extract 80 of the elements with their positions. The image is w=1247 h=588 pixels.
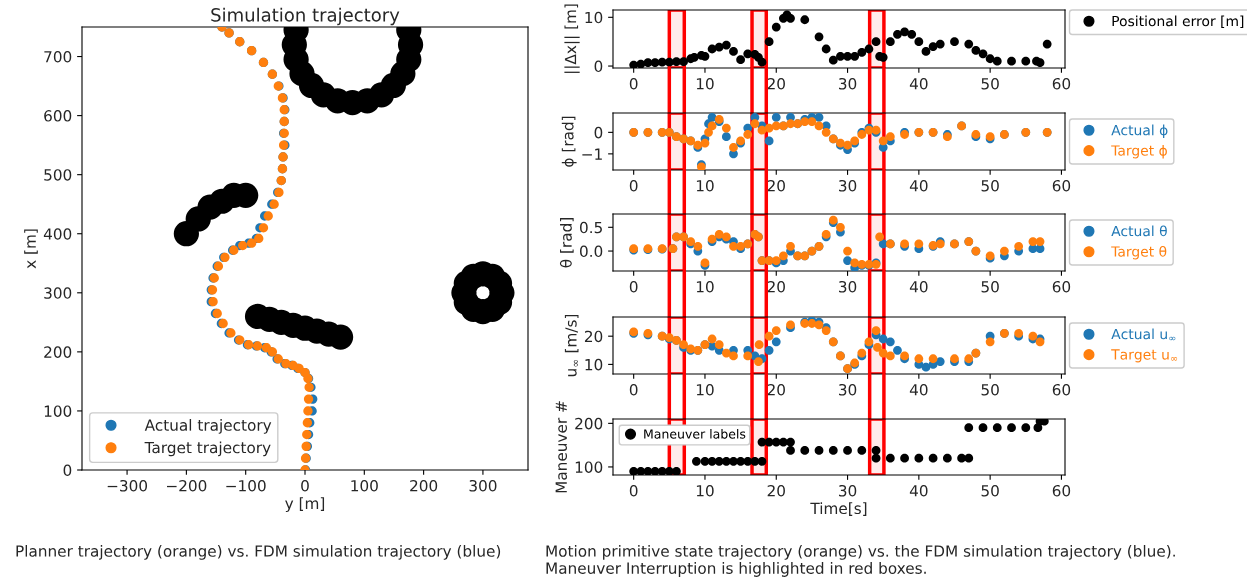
x-tick-label: −100 <box>226 479 266 492</box>
y-axis-title: u$_{∞}$ [m/s] <box>564 314 579 377</box>
text: Planner trajectory (orange) vs. FDM simulation trajectory (blue) <box>16 545 501 560</box>
y-tick-label: 0 <box>594 60 603 73</box>
y-axis-title: ||Δx|| [m] <box>564 4 580 73</box>
x-tick-label: 60 <box>1052 383 1071 396</box>
x-tick-label: 40 <box>909 280 928 293</box>
y-tick-label: 100 <box>575 461 603 473</box>
x-tick-label: 0 <box>629 484 638 497</box>
x-axis-title: Time[s] <box>810 502 867 516</box>
legend-label: Actual trajectory <box>144 419 272 434</box>
x-tick-label: 20 <box>767 179 785 192</box>
x-tick-label: 0 <box>629 179 638 192</box>
x-tick-label: 10 <box>696 383 714 396</box>
text: Actual θ <box>1111 225 1167 237</box>
y-tick-label: 100 <box>44 405 72 417</box>
x-tick-label: 30 <box>839 280 857 293</box>
text: Target θ <box>1111 245 1167 260</box>
y-axis-title: Maneuver # <box>555 401 567 493</box>
y-tick-label: 0.0 <box>579 245 603 258</box>
x-tick-label: 30 <box>839 383 857 396</box>
x-tick-label: 60 <box>1052 280 1071 293</box>
y-axis-title: ϕ [rad] <box>561 116 577 167</box>
x-tick-label: 50 <box>981 383 999 396</box>
x-tick-label: 20 <box>767 77 785 90</box>
x-tick-label: 30 <box>839 77 857 90</box>
legend-label: Maneuver labels <box>644 429 746 439</box>
y-tick-label: 20 <box>584 330 603 343</box>
y-tick-label: 10 <box>585 11 603 24</box>
y-tick-label: 200 <box>575 417 603 430</box>
x-tick-label: 60 <box>1052 77 1071 90</box>
y-tick-label: 200 <box>44 346 72 358</box>
y-tick-label: 0 <box>63 464 72 477</box>
x-tick-label: 0 <box>629 383 638 396</box>
x-tick-label: 50 <box>981 484 999 497</box>
y-tick-label: −1 <box>582 148 602 160</box>
x-tick-label: 30 <box>839 179 857 192</box>
x-tick-label: 100 <box>351 479 378 492</box>
legend-label: Actual ϕ <box>1111 124 1168 139</box>
x-tick-label: 0 <box>629 77 638 90</box>
x-tick-label: −300 <box>107 479 148 492</box>
x-tick-label: 40 <box>909 484 928 497</box>
x-tick-label: 10 <box>696 484 714 497</box>
legend-label: Target u$_{∞}$ <box>1111 349 1178 363</box>
y-tick-label: 400 <box>43 228 72 240</box>
x-tick-label: 40 <box>909 179 928 192</box>
chart-title: Simulation trajectory <box>211 7 400 26</box>
x-tick-label: 200 <box>410 479 438 492</box>
x-tick-label: −200 <box>167 479 207 492</box>
y-axis-title: θ [rad] <box>559 218 574 268</box>
y-axis-title: x [m] <box>24 229 38 269</box>
y-tick-label: 0.5 <box>579 221 602 234</box>
x-tick-label: 0 <box>301 479 309 492</box>
x-tick-label: 20 <box>767 280 785 293</box>
x-tick-label: 10 <box>696 77 714 90</box>
legend-label: Target trajectory <box>144 441 271 457</box>
y-tick-label: 600 <box>44 110 72 122</box>
x-tick-label: 40 <box>909 383 928 396</box>
x-tick-label: 50 <box>981 179 999 192</box>
legend-label: Actual u$_{∞}$ <box>1111 328 1176 341</box>
x-tick-label: 50 <box>981 280 999 293</box>
x-tick-label: 10 <box>696 179 714 192</box>
y-tick-label: 10 <box>585 358 603 371</box>
x-tick-label: 300 <box>469 479 497 492</box>
y-tick-label: 700 <box>44 51 72 63</box>
x-tick-label: 20 <box>767 484 785 497</box>
x-tick-label: 60 <box>1052 179 1071 192</box>
y-tick-label: 0 <box>594 126 603 139</box>
x-tick-label: 20 <box>767 383 785 396</box>
x-tick-label: 40 <box>909 77 928 90</box>
x-tick-label: 60 <box>1052 484 1071 497</box>
x-tick-label: 10 <box>696 280 714 293</box>
legend-label: Positional error [m] <box>1112 15 1244 28</box>
legend-label: Target ϕ <box>1111 144 1167 159</box>
x-tick-label: 50 <box>981 77 999 90</box>
x-tick-label: 30 <box>839 484 857 497</box>
y-tick-label: 500 <box>44 169 72 181</box>
x-axis-title: y [m] <box>285 497 325 513</box>
x-tick-label: 0 <box>629 280 638 293</box>
text: Motion primitive state trajectory (orange) vs. the FDM simulation trajectory (blue). Maneuver Interruption is highlighted in red boxes. <box>546 545 1175 577</box>
